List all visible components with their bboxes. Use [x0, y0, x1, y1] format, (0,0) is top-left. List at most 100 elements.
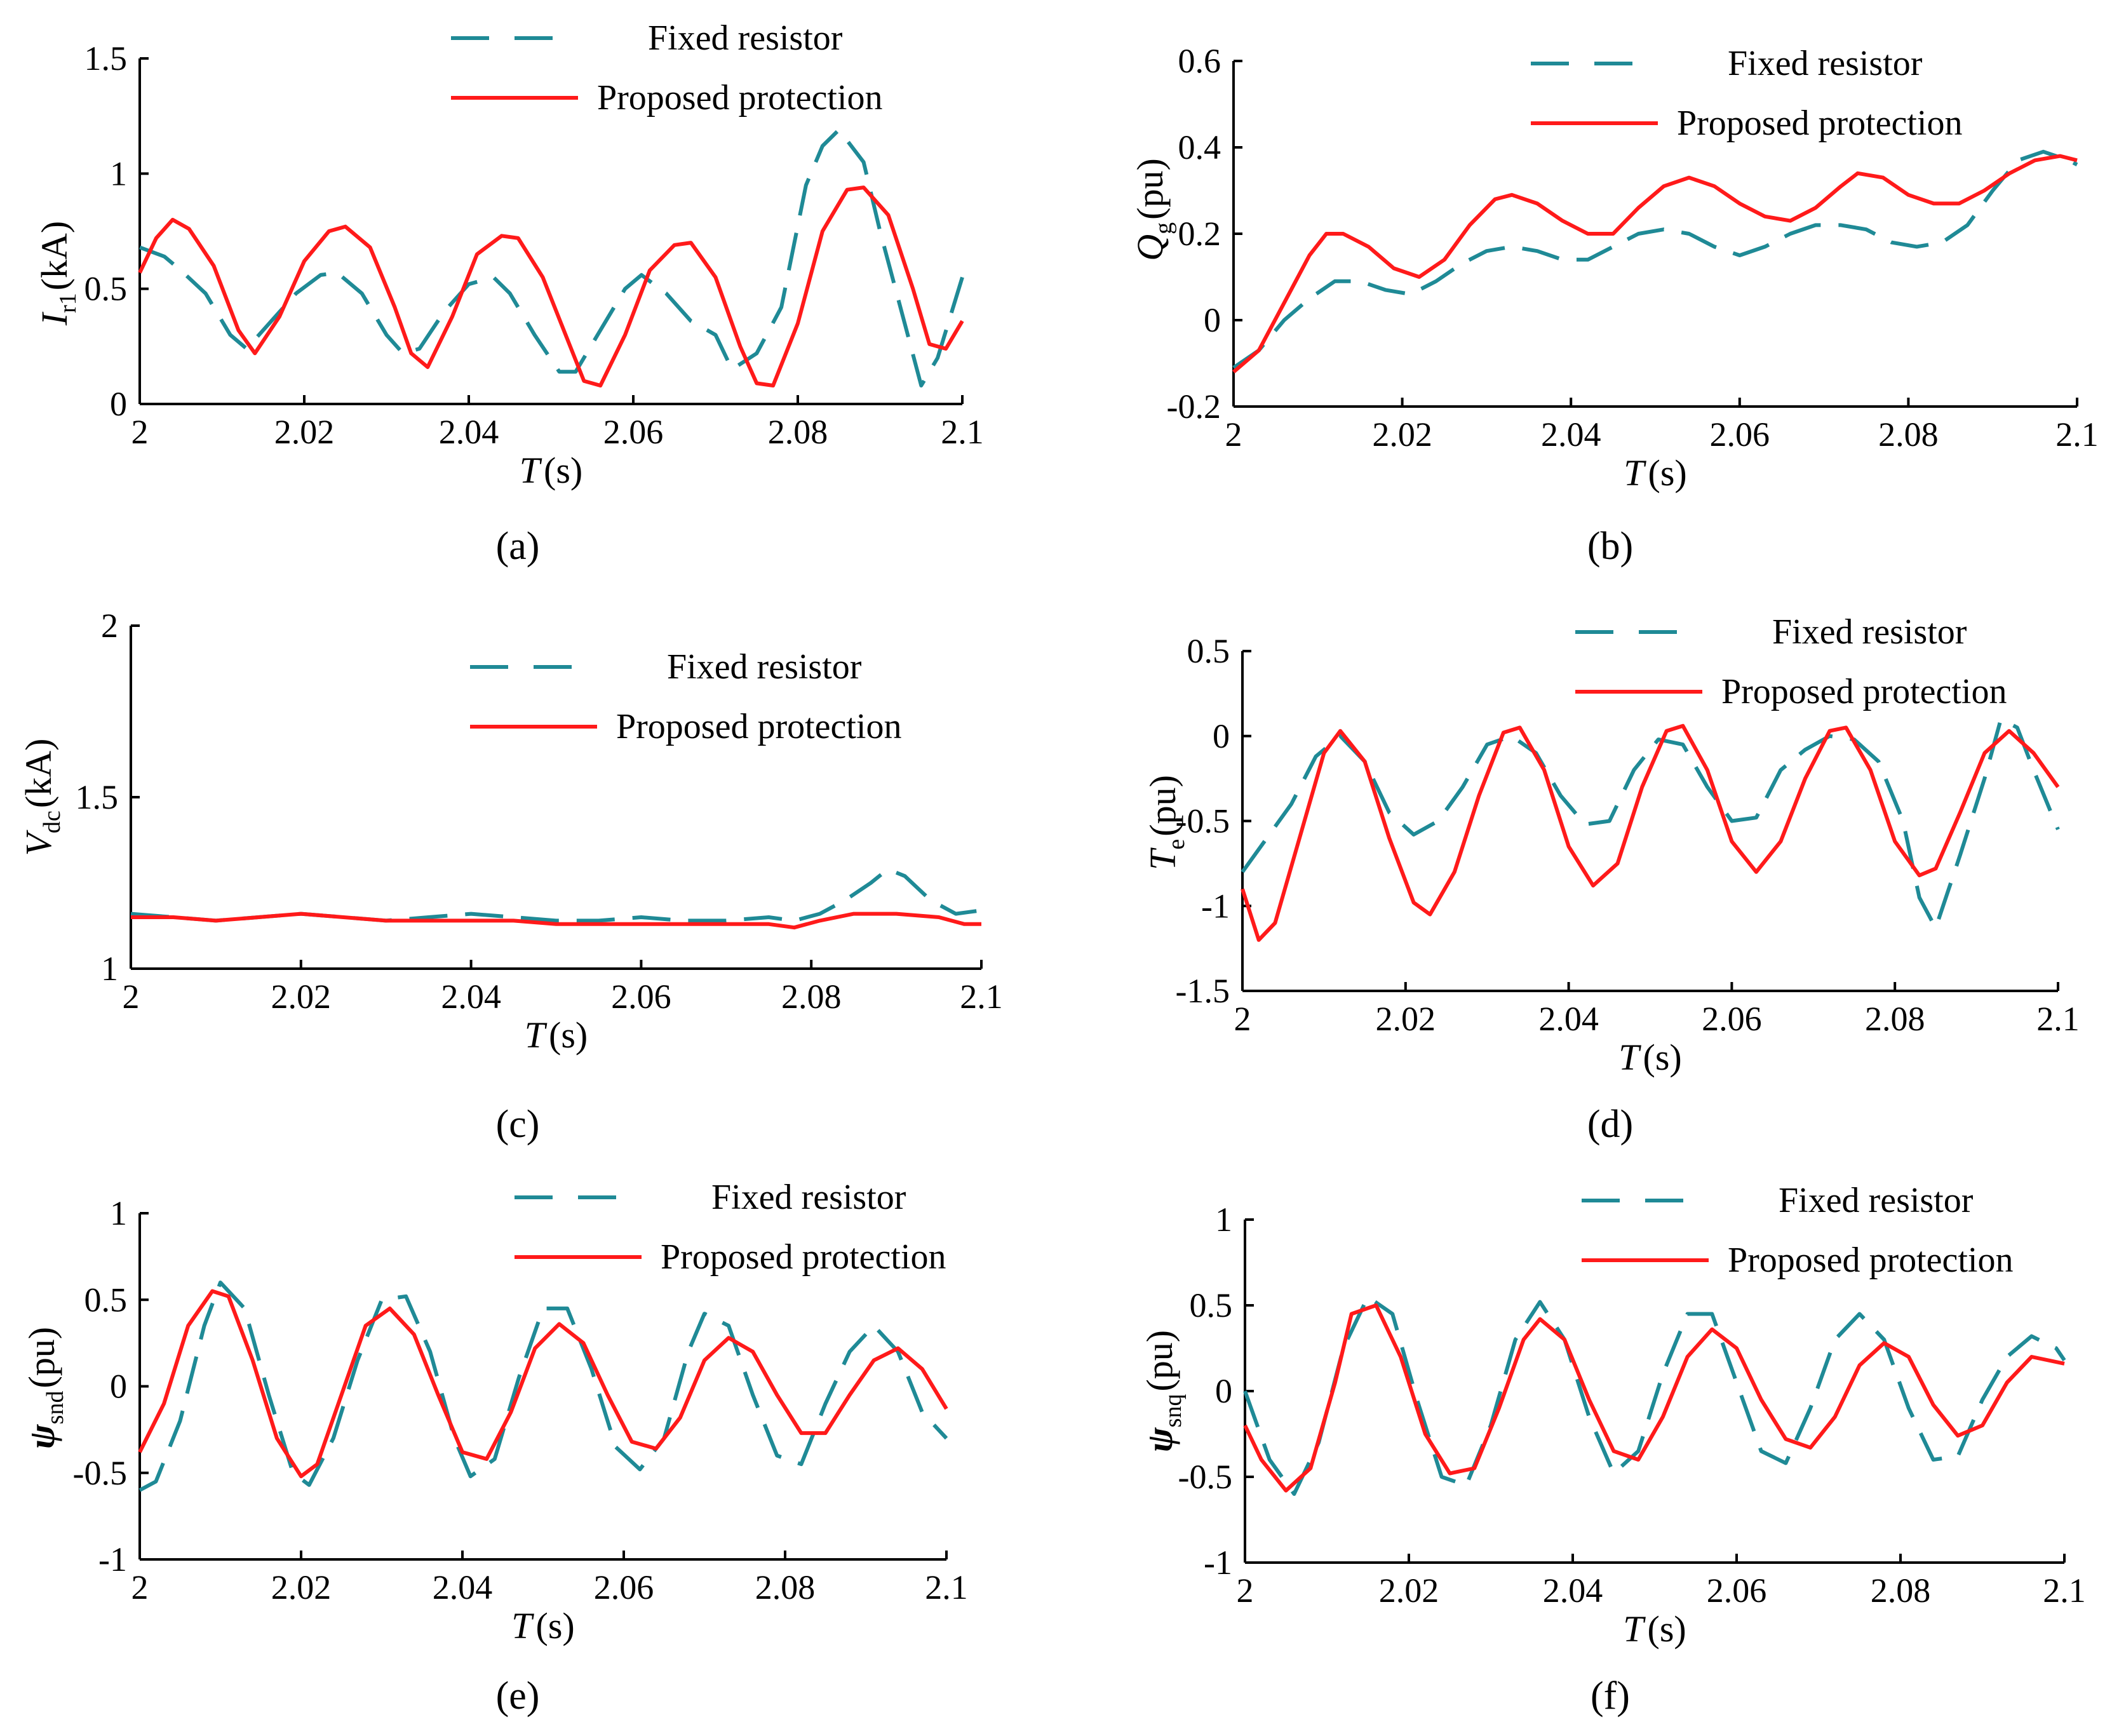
x-tick-label: 2.06 [1707, 1571, 1767, 1610]
legend-label: Proposed protection [661, 1237, 946, 1277]
y-axis-label: ψsnd(pu) [21, 1327, 69, 1449]
y-axis-label: ψsnq(pu) [1139, 1330, 1187, 1452]
legend-label: Fixed resistor [1728, 44, 1923, 83]
x-tick-label: 2.06 [594, 1568, 654, 1606]
y-tick-label: -0.5 [1178, 1458, 1232, 1496]
y-tick-label: -1 [1204, 1544, 1232, 1582]
x-tick-label: 2.06 [603, 413, 664, 451]
series-line-fixed-resistor [138, 128, 964, 387]
x-tick-label: 2.02 [1372, 415, 1432, 454]
panel-caption: (d) [1587, 1103, 1633, 1146]
x-tick-label: 2.1 [925, 1568, 968, 1606]
x-tick-label: 2 [1234, 1000, 1251, 1038]
chart-panel: 2 2.02 2.04 2.06 2.08 2.1 -1.5 -1 -0.5 0 0.5 T (s) Te… [1142, 612, 2080, 1146]
x-tick-label: 2.08 [781, 978, 842, 1016]
chart-panel: 2 2.02 2.04 2.06 2.08 2.1 1 1.5 2 T (s) Vdc(kA) Fixe… [18, 607, 1003, 1146]
legend-label: Proposed protection [1721, 672, 2007, 711]
legend-label: Proposed protection [597, 78, 882, 118]
x-axis-label: T (s) [525, 1014, 588, 1056]
x-tick-label: 2.08 [755, 1568, 816, 1606]
y-tick-label: 0 [110, 1368, 127, 1406]
legend: Fixed resistor Proposed protection [1531, 44, 1962, 143]
panel-caption: (b) [1587, 525, 1633, 568]
panel-caption: (c) [496, 1103, 540, 1146]
x-tick-label: 2.08 [1871, 1571, 1931, 1610]
x-tick-label: 2.1 [960, 978, 1003, 1016]
y-tick-label: -0.2 [1167, 387, 1221, 426]
x-tick-label: 2.08 [768, 413, 828, 451]
x-tick-label: 2.08 [1878, 415, 1939, 454]
x-tick-label: 2.02 [1376, 1000, 1436, 1038]
chart-panel: 2 2.02 2.04 2.06 2.08 2.1 -1 -0.5 0 0.5 1 T (s) ψsnd(… [21, 1178, 968, 1718]
legend: Fixed resistor Proposed protection [451, 18, 882, 118]
x-tick-label: 2.04 [1538, 1000, 1599, 1038]
y-axis-label: Te(pu) [1142, 775, 1190, 870]
series-line-fixed-resistor [138, 1281, 948, 1492]
x-tick-label: 2 [1225, 415, 1242, 454]
y-tick-label: -0.5 [73, 1454, 127, 1492]
x-tick-label: 2 [131, 413, 149, 451]
y-tick-label: 1.5 [76, 778, 119, 816]
x-tick-label: 2 [131, 1568, 149, 1606]
legend-label: Proposed protection [1677, 104, 1962, 143]
x-tick-label: 2.1 [2036, 1000, 2080, 1038]
x-tick-label: 2.04 [1541, 415, 1601, 454]
x-tick-label: 2.1 [941, 413, 984, 451]
legend-label: Fixed resistor [1772, 612, 1967, 652]
panel-caption: (a) [496, 525, 540, 568]
x-tick-label: 2.02 [271, 978, 332, 1016]
x-tick-label: 2.02 [271, 1568, 332, 1606]
chart-panel: 2 2.02 2.04 2.06 2.08 2.1 0 0.5 1 1.5 T (s) Ir1(kA) F… [34, 18, 984, 568]
x-tick-label: 2.02 [1379, 1571, 1439, 1610]
legend-label: Fixed resistor [711, 1178, 906, 1217]
series-line-proposed-protection [1232, 154, 2078, 373]
y-tick-label: 0 [1215, 1372, 1232, 1410]
y-tick-label: 0.2 [1178, 215, 1221, 253]
panel-caption: (f) [1591, 1674, 1630, 1718]
series-line-fixed-resistor [1232, 149, 2078, 370]
x-tick-label: 2 [123, 978, 140, 1016]
chart-panel: 2 2.02 2.04 2.06 2.08 2.1 -0.2 0 0.2 0.4 0.6 T (s) Qg… [1129, 42, 2099, 568]
x-tick-label: 2.08 [1865, 1000, 1925, 1038]
legend-label: Proposed protection [616, 707, 901, 746]
y-tick-label: 2 [101, 607, 118, 645]
series-line-proposed-protection [1241, 723, 2060, 942]
x-axis-label: T (s) [511, 1605, 574, 1646]
series-line-proposed-protection [131, 912, 981, 930]
legend: Fixed resistor Proposed protection [1575, 612, 2007, 711]
legend: Fixed resistor Proposed protection [515, 1178, 946, 1277]
y-tick-label: 0.5 [84, 270, 128, 308]
y-tick-label: 0.5 [1187, 632, 1230, 670]
x-tick-label: 2.1 [2043, 1571, 2086, 1610]
x-tick-label: 2.04 [439, 413, 499, 451]
legend-label: Fixed resistor [1779, 1181, 1974, 1220]
x-tick-label: 2.02 [274, 413, 335, 451]
x-axis-label: T (s) [1624, 452, 1686, 494]
series-line-fixed-resistor [1243, 1295, 2066, 1496]
x-tick-label: 2.04 [433, 1568, 493, 1606]
y-tick-label: 0.5 [84, 1281, 128, 1319]
y-tick-label: 0 [1204, 301, 1221, 339]
panel-caption: (e) [496, 1674, 540, 1718]
y-tick-label: 1 [110, 1194, 127, 1232]
y-tick-label: 1 [110, 154, 127, 192]
y-tick-label: 0.6 [1178, 42, 1221, 80]
y-axis-label: Vdc(kA) [18, 739, 65, 856]
y-tick-label: 1.5 [84, 39, 128, 77]
y-tick-label: 0 [1213, 717, 1230, 755]
x-axis-label: T (s) [1623, 1608, 1686, 1650]
y-tick-label: -1 [1201, 887, 1230, 925]
series-line-proposed-protection [138, 1289, 948, 1479]
chart-panel: 2 2.02 2.04 2.06 2.08 2.1 -1 -0.5 0 0.5 1 T (s) ψsnq(… [1139, 1181, 2086, 1718]
x-tick-label: 2.06 [1702, 1000, 1762, 1038]
y-tick-label: 0.4 [1178, 128, 1221, 166]
x-tick-label: 2.06 [611, 978, 671, 1016]
legend-label: Fixed resistor [667, 647, 862, 687]
series-line-fixed-resistor [1241, 717, 2060, 930]
x-tick-label: 2.04 [441, 978, 501, 1016]
legend-label: Fixed resistor [648, 18, 843, 58]
y-tick-label: 0.5 [1190, 1286, 1233, 1324]
y-axis-label: Qg(pu) [1129, 158, 1177, 261]
y-tick-label: -0.5 [1176, 802, 1230, 840]
legend-label: Proposed protection [1728, 1241, 2013, 1280]
